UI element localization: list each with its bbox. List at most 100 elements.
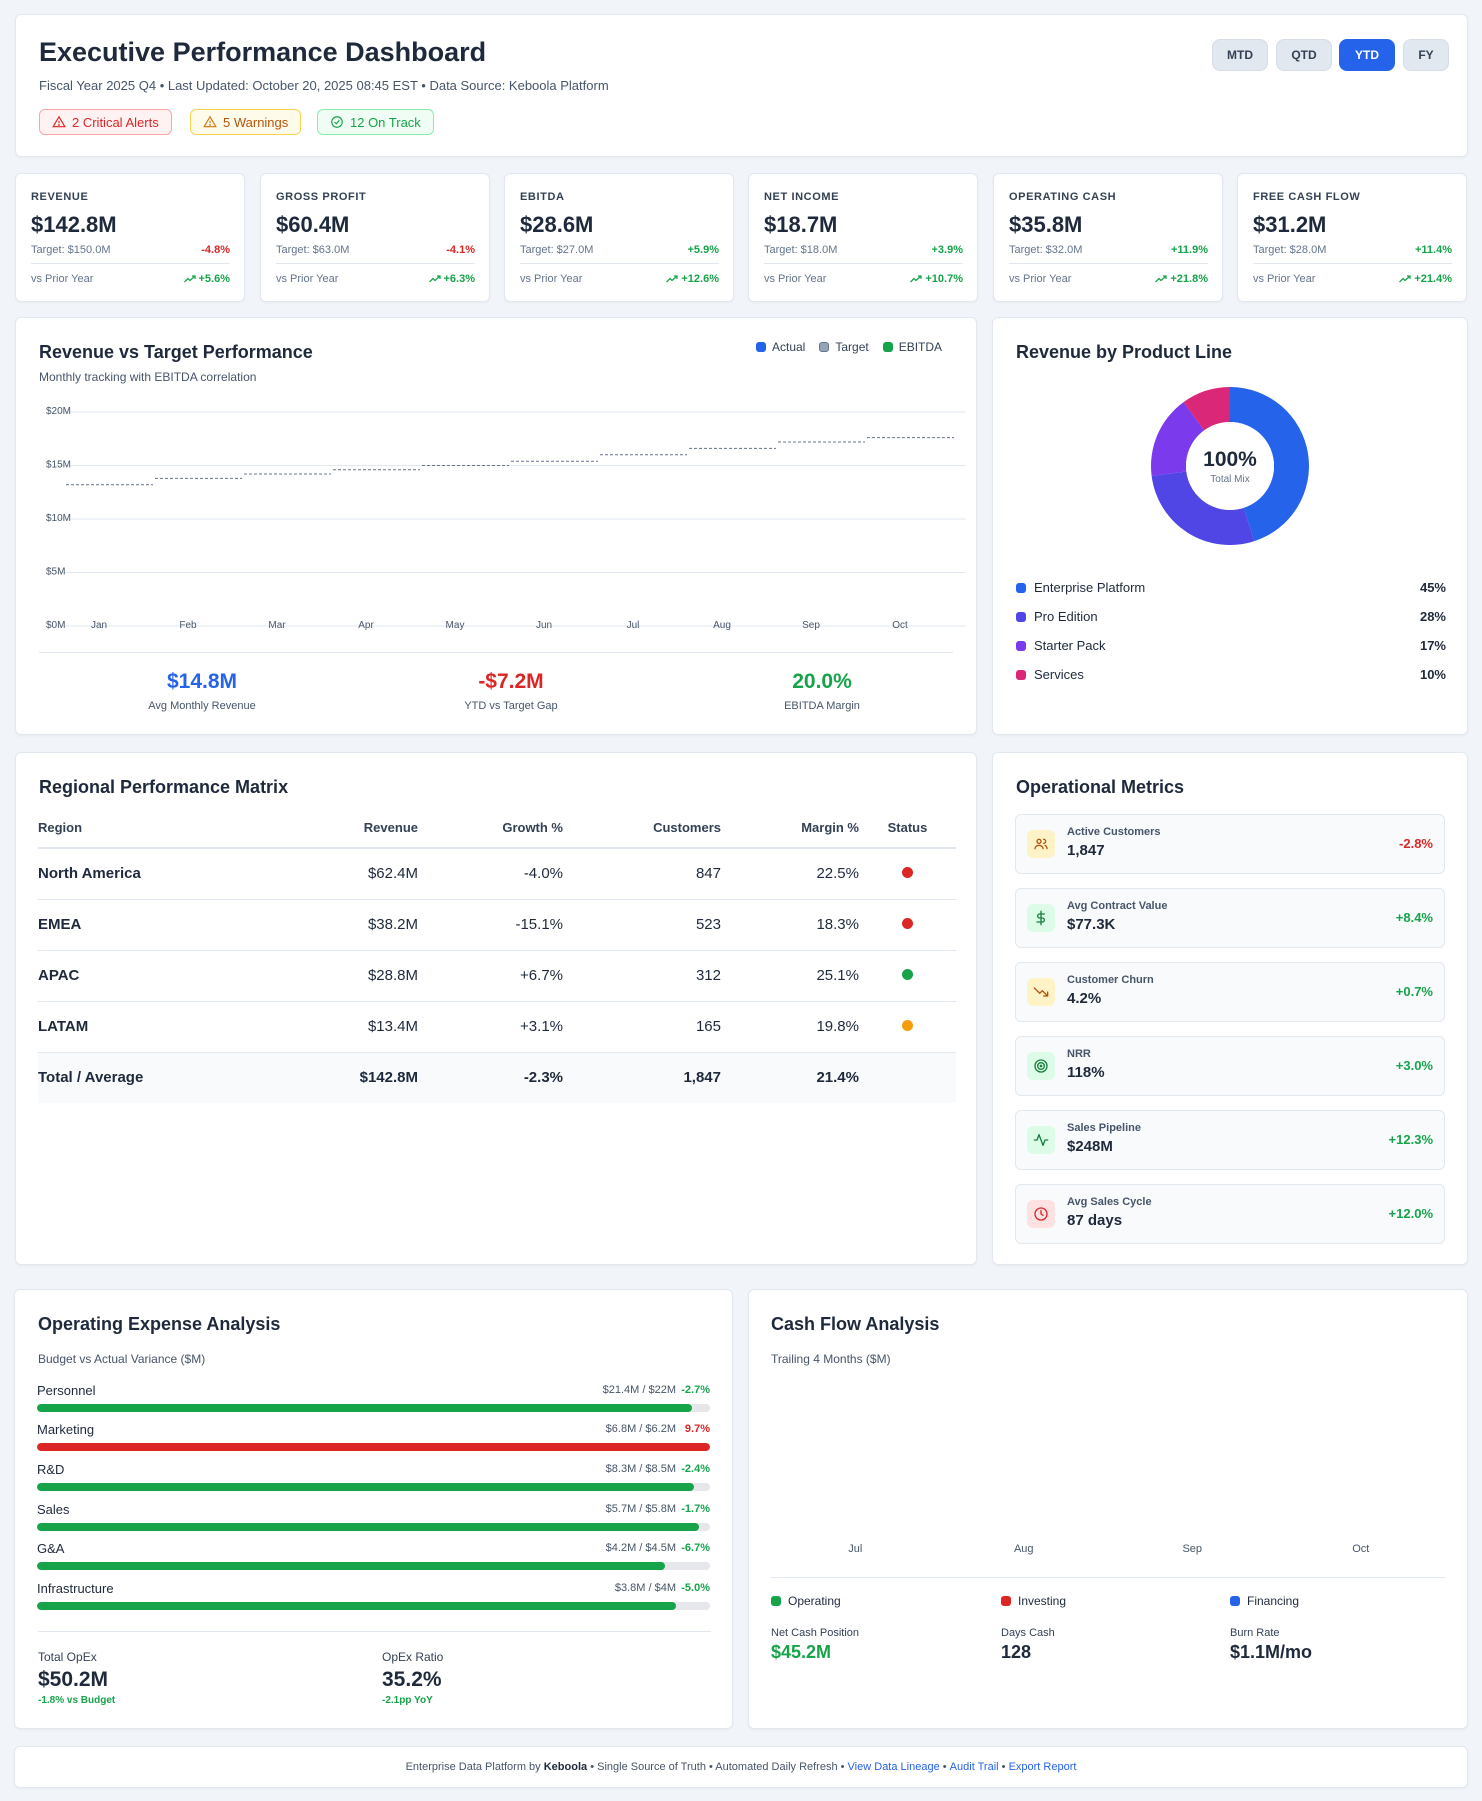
cashflow-stat-days: Days Cash 128 xyxy=(1001,1627,1055,1663)
period-qtd-button[interactable]: QTD xyxy=(1276,39,1332,71)
cashflow-legend-investing-label: Investing xyxy=(1018,1594,1067,1608)
col-margin[interactable]: Margin % xyxy=(721,808,859,849)
operational-metric-item[interactable]: Active Customers 1,847 -2.8% xyxy=(1015,814,1445,874)
col-revenue[interactable]: Revenue xyxy=(288,808,418,849)
kpi-prior-label: vs Prior Year xyxy=(1253,273,1316,285)
kpi-card[interactable]: OPERATING CASH $35.8M Target: $32.0M +11.9%… xyxy=(993,173,1223,302)
donut-hole xyxy=(1186,422,1274,510)
legend-actual[interactable]: Actual xyxy=(756,340,805,354)
donut-slice[interactable] xyxy=(1230,387,1309,542)
donut-slice[interactable] xyxy=(1150,402,1205,476)
col-customers[interactable]: Customers xyxy=(563,808,721,849)
period-mtd-button[interactable]: MTD xyxy=(1212,39,1268,71)
opex-variance: 9.7% xyxy=(684,1423,710,1435)
view-data-lineage-link[interactable]: View Data Lineage xyxy=(847,1761,940,1773)
kpi-prior-delta-value: +6.3% xyxy=(443,273,476,285)
period-fy-button[interactable]: FY xyxy=(1403,39,1449,71)
table-row[interactable]: North America $62.4M -4.0% 847 22.5% xyxy=(38,848,956,900)
opex-row[interactable]: G&A $4.2M / $4.5M -6.7% xyxy=(37,1541,710,1577)
donut-slice[interactable] xyxy=(1151,471,1255,545)
product-mix-item[interactable]: Enterprise Platform 45% xyxy=(1016,573,1446,602)
kpi-card[interactable]: NET INCOME $18.7M Target: $18.0M +3.9% vs Pr… xyxy=(748,173,978,302)
opex-bar-fill xyxy=(37,1562,665,1570)
table-row[interactable]: APAC $28.8M +6.7% 312 25.1% xyxy=(38,950,956,1002)
product-mix-item[interactable]: Pro Edition 28% xyxy=(1016,602,1446,631)
opex-row[interactable]: Sales $5.7M / $5.8M -1.7% xyxy=(37,1502,710,1538)
table-row[interactable]: EMEA $38.2M -15.1% 523 18.3% xyxy=(38,899,956,951)
cell-growth: +3.1% xyxy=(418,1001,563,1053)
revenue-chart-legend: Actual Target EBITDA xyxy=(756,340,942,354)
kpi-card[interactable]: REVENUE $142.8M Target: $150.0M -4.8% vs Pri… xyxy=(15,173,245,302)
x-tick-label: Jan xyxy=(91,620,107,631)
kpi-card[interactable]: FREE CASH FLOW $31.2M Target: $28.0M +11.4%… xyxy=(1237,173,1467,302)
check-circle-icon xyxy=(331,116,343,128)
table-total-row: Total / Average $142.8M -2.3% 1,847 21.4% xyxy=(38,1052,956,1103)
period-ytd-button[interactable]: YTD xyxy=(1339,39,1395,71)
product-mix-legend: Enterprise Platform 45% Pro Edition 28% Star… xyxy=(1016,573,1446,689)
cell-margin: 18.3% xyxy=(721,899,859,951)
product-mix-title: Revenue by Product Line xyxy=(1016,342,1233,362)
product-donut-chart[interactable] xyxy=(1150,386,1310,546)
warnings-label: 5 Warnings xyxy=(223,114,289,130)
export-report-link[interactable]: Export Report xyxy=(1008,1761,1077,1773)
col-region[interactable]: Region xyxy=(38,808,288,849)
cell-revenue: $13.4M xyxy=(288,1001,418,1053)
legend-target[interactable]: Target xyxy=(819,340,869,354)
days-cash-label: Days Cash xyxy=(1001,1627,1055,1639)
total-region: Total / Average xyxy=(38,1052,288,1103)
total-revenue: $142.8M xyxy=(288,1052,418,1103)
operational-metric-item[interactable]: NRR 118% +3.0% xyxy=(1015,1036,1445,1096)
kpi-prior-delta-value: +10.7% xyxy=(925,273,963,285)
col-growth[interactable]: Growth % xyxy=(418,808,563,849)
footer-sep-2: • xyxy=(998,1761,1009,1773)
operational-metric-item[interactable]: Customer Churn 4.2% +0.7% xyxy=(1015,962,1445,1022)
metric-icon-box xyxy=(1027,904,1055,932)
opex-row[interactable]: Infrastructure $3.8M / $4M -5.0% xyxy=(37,1581,710,1617)
metric-icon-box xyxy=(1027,1126,1055,1154)
cell-growth: -4.0% xyxy=(418,848,563,900)
warnings-badge[interactable]: 5 Warnings xyxy=(190,109,302,135)
donut-center-value: 100% xyxy=(1203,447,1257,471)
product-name: Enterprise Platform xyxy=(1034,580,1146,595)
donut-slice[interactable] xyxy=(1183,387,1230,431)
burn-rate-value: $1.1M/mo xyxy=(1230,1642,1313,1662)
product-mix-item[interactable]: Starter Pack 17% xyxy=(1016,631,1446,660)
product-color-swatch xyxy=(1016,611,1026,622)
kpi-prior-label: vs Prior Year xyxy=(276,273,339,285)
cell-growth: -15.1% xyxy=(418,899,563,951)
critical-alerts-badge[interactable]: 2 Critical Alerts xyxy=(39,109,172,135)
metric-delta: +12.0% xyxy=(1388,1206,1433,1221)
cashflow-month-label: Jul xyxy=(848,1543,863,1555)
operational-metric-item[interactable]: Avg Sales Cycle 87 days +12.0% xyxy=(1015,1184,1445,1244)
metric-value: 118% xyxy=(1067,1064,1105,1081)
cashflow-legend-investing[interactable]: Investing xyxy=(1001,1594,1066,1608)
legend-ebitda[interactable]: EBITDA xyxy=(882,340,942,354)
critical-alerts-label: 2 Critical Alerts xyxy=(72,114,159,130)
on-track-badge[interactable]: 12 On Track xyxy=(317,109,434,135)
kpi-card[interactable]: EBITDA $28.6M Target: $27.0M +5.9% vs Prior … xyxy=(504,173,734,302)
cashflow-legend-financing[interactable]: Financing xyxy=(1230,1594,1299,1608)
opex-row[interactable]: Marketing $6.8M / $6.2M 9.7% xyxy=(37,1422,710,1458)
kpi-divider xyxy=(764,263,963,264)
opex-bar-fill xyxy=(37,1443,710,1451)
operational-metric-item[interactable]: Sales Pipeline $248M +12.3% xyxy=(1015,1110,1445,1170)
audit-trail-link[interactable]: Audit Trail xyxy=(949,1761,999,1773)
revenue-line-chart[interactable]: $0M $5M $10M $15M $20M Jan Feb Mar Apr May Jun Jul A… xyxy=(26,398,966,638)
opex-category: Personnel xyxy=(37,1383,96,1398)
cashflow-legend-operating[interactable]: Operating xyxy=(771,1594,841,1608)
opex-category: Infrastructure xyxy=(37,1581,114,1596)
kpi-prior-delta-value: +5.6% xyxy=(198,273,231,285)
cell-status xyxy=(859,950,956,1002)
opex-ratio-value: 35.2% xyxy=(382,1668,442,1691)
x-tick-label: Oct xyxy=(892,620,908,631)
opex-values: $3.8M / $4M xyxy=(614,1582,676,1594)
table-row[interactable]: LATAM $13.4M +3.1% 165 19.8% xyxy=(38,1001,956,1053)
operational-metric-item[interactable]: Avg Contract Value $77.3K +8.4% xyxy=(1015,888,1445,948)
product-mix-item[interactable]: Services 10% xyxy=(1016,660,1446,689)
opex-row[interactable]: Personnel $21.4M / $22M -2.7% xyxy=(37,1383,710,1419)
opex-row[interactable]: R&D $8.3M / $8.5M -2.4% xyxy=(37,1462,710,1498)
kpi-card[interactable]: GROSS PROFIT $60.4M Target: $63.0M -4.1% vs … xyxy=(260,173,490,302)
col-status[interactable]: Status xyxy=(859,808,956,849)
metric-icon-box xyxy=(1027,830,1055,858)
kpi-target: Target: $150.0M xyxy=(31,244,111,256)
